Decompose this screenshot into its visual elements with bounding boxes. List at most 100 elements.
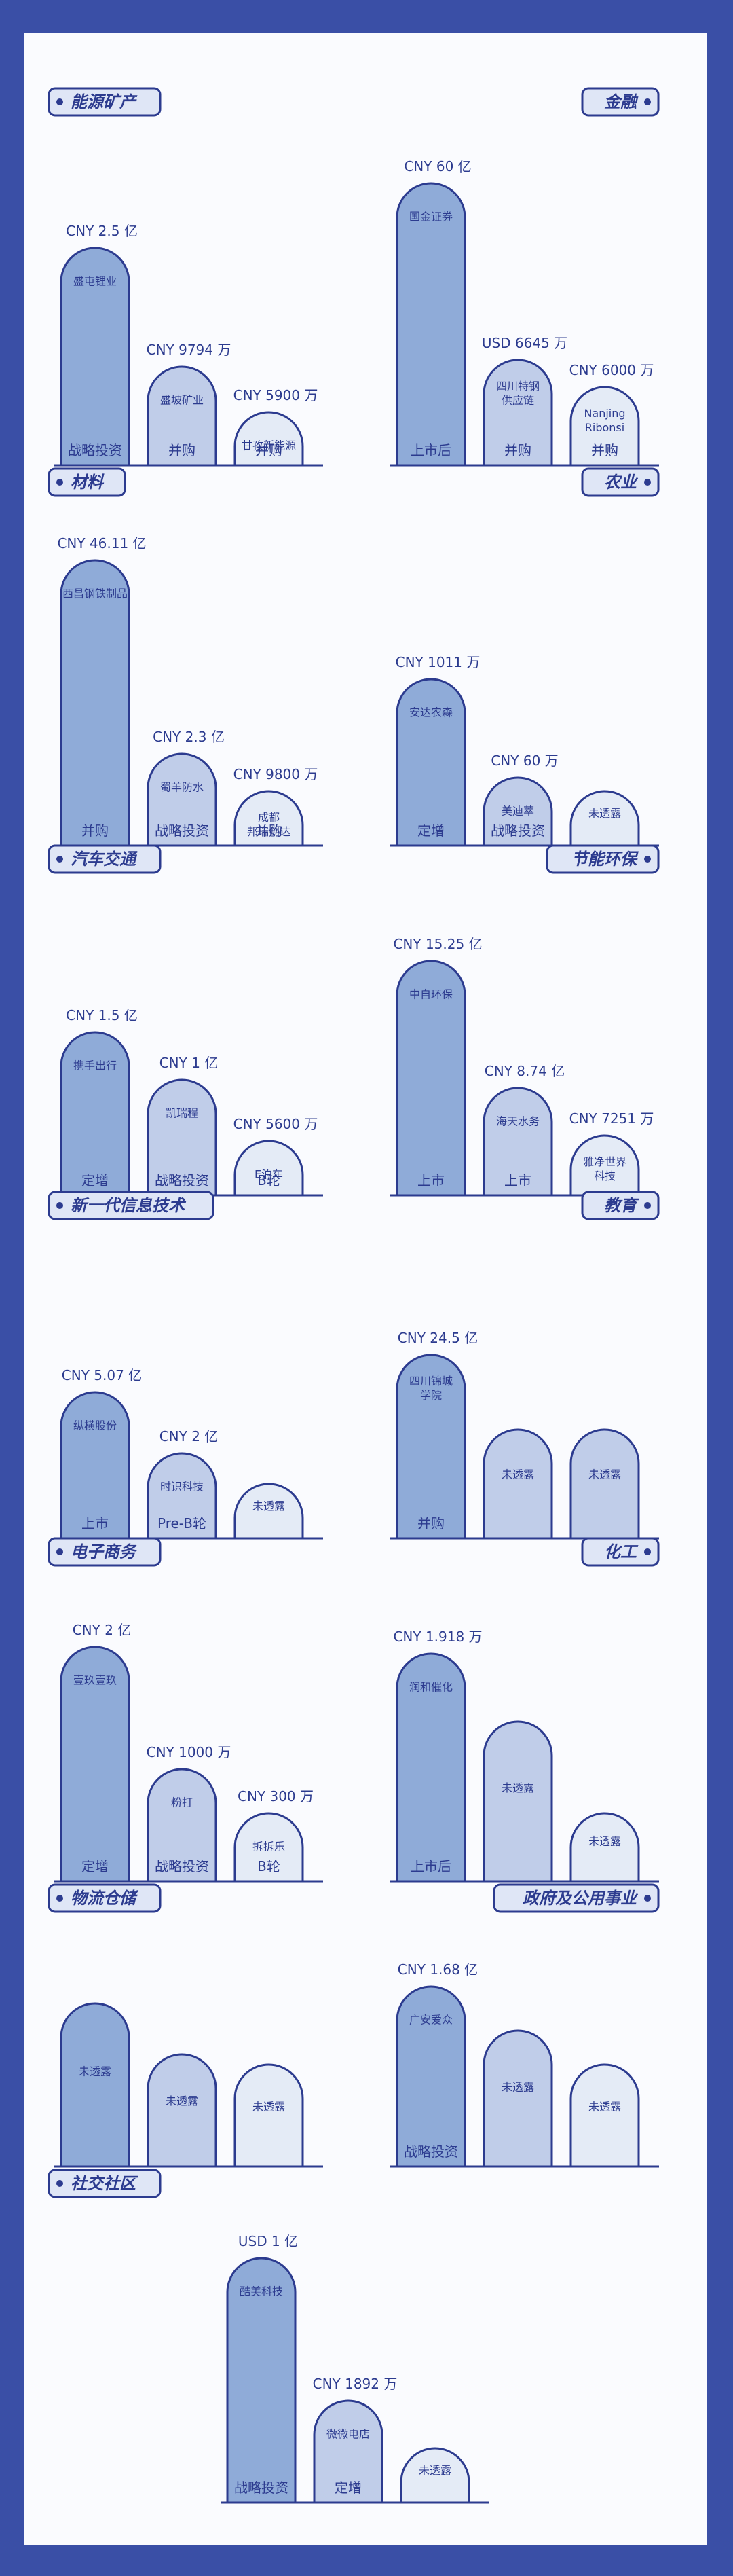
round-label: 并购: [591, 442, 618, 458]
amount-label: CNY 1.5 亿: [66, 1007, 138, 1023]
bar-group: 未透露: [569, 790, 640, 847]
company-label: 雅净世界: [583, 1155, 626, 1168]
bar: [60, 2002, 130, 2168]
amount-label: USD 1 亿: [238, 2233, 298, 2249]
bar: [233, 411, 304, 467]
amount-label: CNY 2.5 亿: [66, 223, 138, 239]
amount-label: CNY 1000 万: [147, 1744, 231, 1760]
company-label: 蜀羊防水: [160, 781, 204, 794]
amount-label: CNY 5600 万: [233, 1116, 318, 1132]
amount-label: CNY 2 亿: [159, 1428, 219, 1445]
round-label: 并购: [168, 442, 195, 458]
company-label: 盛坡矿业: [160, 394, 204, 407]
amount-label: CNY 8.74 亿: [485, 1063, 565, 1079]
amount-label: CNY 60 亿: [404, 158, 471, 175]
round-label: 并购: [504, 442, 531, 458]
company-label: 未透露: [502, 2081, 534, 2094]
pill-dot: [56, 2180, 63, 2187]
round-label: Pre-B轮: [157, 1515, 206, 1531]
company-label: Ribonsi: [585, 421, 624, 434]
section-title: 教育: [604, 1196, 639, 1215]
bar: [483, 1720, 553, 1883]
pill-dot: [56, 1895, 63, 1902]
bar: [147, 1078, 217, 1197]
bar: [233, 2063, 304, 2168]
bar: [483, 1428, 553, 1540]
pill-dot: [56, 98, 63, 105]
bar: [313, 2399, 383, 2504]
section-title: 电子商务: [71, 1542, 138, 1561]
pill-dot: [644, 856, 651, 863]
bar: [147, 2053, 217, 2168]
pill-dot: [644, 479, 651, 486]
pill-dot: [56, 1202, 63, 1209]
bar: [233, 790, 304, 847]
bar: [483, 2029, 553, 2168]
bar: [147, 1452, 217, 1540]
company-label: 时识科技: [160, 1481, 204, 1493]
company-label: 凯瑞程: [166, 1107, 198, 1120]
section-title: 节能环保: [571, 850, 639, 869]
company-label: 微微电店: [326, 2428, 370, 2441]
company-label: 未透露: [166, 2094, 198, 2107]
bar: [396, 182, 466, 467]
company-label: 四川特钢: [496, 380, 540, 393]
amount-label: CNY 5900 万: [233, 387, 318, 403]
section-pill: [581, 1191, 660, 1220]
company-label: 学院: [420, 1389, 442, 1402]
section-title: 社交社区: [71, 2174, 138, 2193]
bar: [569, 386, 640, 467]
amount-label: CNY 2 亿: [73, 1622, 132, 1638]
pill-dot: [56, 479, 63, 486]
company-label: 国金证券: [409, 211, 453, 223]
amount-label: CNY 46.11 亿: [57, 535, 146, 551]
company-label: 润和催化: [409, 1681, 453, 1694]
company-label: 酷美科技: [240, 2285, 283, 2298]
round-label: 战略投资: [68, 442, 122, 458]
round-label: 上市后: [411, 1858, 451, 1874]
company-label: Nanjing: [584, 407, 625, 420]
bar: [60, 1031, 130, 1197]
section-pill: [48, 1883, 162, 1913]
round-label: 并购: [81, 822, 109, 839]
company-label: 壹玖壹玖: [73, 1674, 117, 1687]
round-label: 并购: [255, 822, 282, 839]
pill-dot: [644, 1202, 651, 1209]
round-label: 战略投资: [234, 2480, 288, 2496]
bar: [483, 1087, 553, 1197]
round-label: 上市: [81, 1515, 109, 1531]
amount-label: CNY 300 万: [238, 1788, 314, 1804]
bar-group: 未透露: [483, 1720, 553, 1883]
amount-label: CNY 1.68 亿: [398, 1961, 478, 1978]
company-label: 未透露: [588, 1835, 621, 1848]
company-label: 未透露: [252, 1500, 285, 1512]
round-label: 定增: [81, 1172, 109, 1189]
company-label: 未透露: [588, 1468, 621, 1481]
amount-label: CNY 9794 万: [147, 342, 231, 358]
bar-group: 未透露: [233, 2063, 304, 2168]
company-label: 未透露: [79, 2065, 111, 2078]
amount-label: USD 6645 万: [482, 335, 567, 351]
bar: [569, 790, 640, 847]
bar-group: 未透露: [483, 2029, 553, 2168]
bar: [396, 678, 466, 847]
company-label: 广安爱众: [409, 2014, 453, 2027]
amount-label: CNY 6000 万: [569, 362, 654, 378]
company-label: 成都: [258, 811, 280, 824]
